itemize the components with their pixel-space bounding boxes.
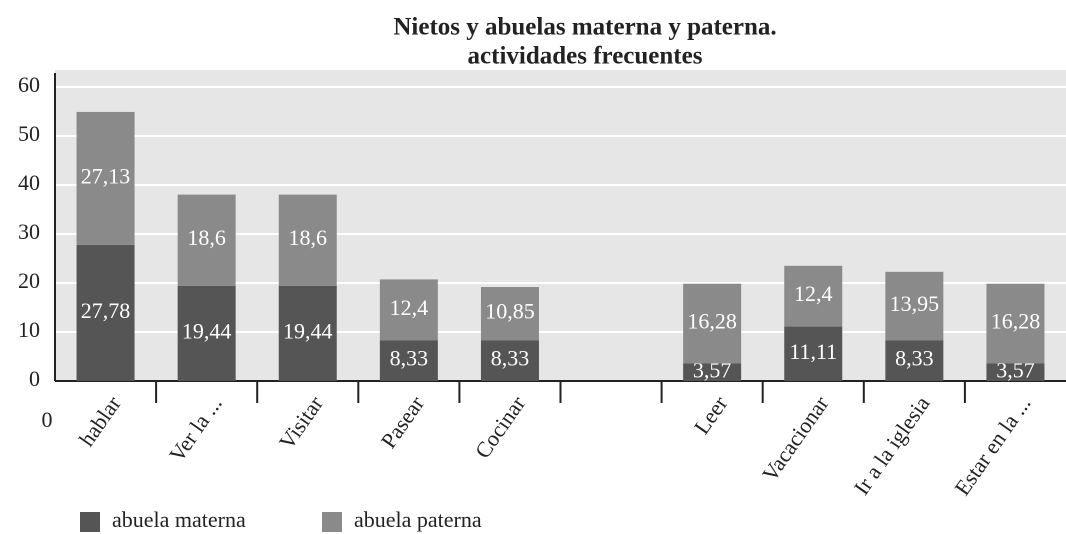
bar-segment bbox=[177, 194, 236, 286]
y-tick-label: 30 bbox=[18, 219, 40, 244]
bar-segment bbox=[76, 111, 135, 245]
bar-segment bbox=[480, 340, 539, 381]
y-tick-label: 0 bbox=[29, 366, 40, 391]
legend-swatch bbox=[322, 512, 342, 532]
value-label: 18,6 bbox=[187, 225, 226, 250]
chart-title: actividades frecuentes bbox=[468, 43, 703, 70]
x-tick-label: Estar en la ... bbox=[949, 391, 1035, 499]
y-tick-label: 60 bbox=[18, 72, 40, 97]
y-tick-label: 10 bbox=[18, 317, 40, 342]
value-label: 16,28 bbox=[687, 309, 737, 334]
bar-segment bbox=[278, 285, 337, 381]
bar-segment bbox=[986, 283, 1045, 364]
bar-segment bbox=[379, 340, 438, 381]
value-label: 8,33 bbox=[491, 346, 530, 371]
value-label: 13,95 bbox=[890, 291, 940, 316]
value-label: 12,4 bbox=[390, 295, 429, 320]
bar-segment bbox=[784, 265, 843, 327]
bar-segment bbox=[76, 244, 135, 381]
value-label: 12,4 bbox=[794, 281, 833, 306]
y-tick-label: 40 bbox=[18, 170, 40, 195]
legend-label: abuela materna bbox=[112, 507, 246, 532]
bar-segment bbox=[177, 285, 236, 381]
bar-segment bbox=[986, 363, 1045, 381]
y-tick-label: 50 bbox=[18, 121, 40, 146]
x-tick-label: Ver la ... bbox=[164, 391, 227, 466]
bar-segment bbox=[480, 287, 539, 341]
bar-segment bbox=[379, 279, 438, 341]
value-label: 19,44 bbox=[182, 318, 232, 343]
value-label: 27,13 bbox=[81, 163, 131, 188]
legend-label: abuela paterna bbox=[354, 507, 482, 532]
bar-segment bbox=[885, 340, 944, 381]
bar-segment bbox=[683, 363, 742, 381]
x-tick-label: Cocinar bbox=[470, 391, 531, 463]
legend-swatch bbox=[80, 512, 100, 532]
y-tick-label: 20 bbox=[18, 268, 40, 293]
corner-label: 0 bbox=[42, 407, 53, 432]
x-tick-label: Vacacionar bbox=[757, 391, 834, 486]
bar-segment bbox=[885, 271, 944, 341]
value-label: 27,78 bbox=[81, 298, 131, 323]
value-label: 11,11 bbox=[789, 339, 837, 364]
value-label: 16,28 bbox=[991, 309, 1041, 334]
value-label: 18,6 bbox=[289, 225, 328, 250]
x-tick-label: hablar bbox=[74, 391, 126, 451]
bar-segment bbox=[278, 194, 337, 286]
value-label: 8,33 bbox=[895, 346, 934, 371]
value-label: 8,33 bbox=[390, 346, 429, 371]
bar-segment bbox=[784, 326, 843, 381]
x-tick-label: Visitar bbox=[274, 391, 328, 454]
value-label: 10,85 bbox=[485, 299, 535, 324]
chart-title: Nietos y abuelas materna y paterna. bbox=[393, 14, 776, 41]
bar-segment bbox=[683, 283, 742, 364]
x-tick-label: Ir a la iglesia bbox=[849, 391, 935, 499]
x-tick-label: Pasear bbox=[376, 391, 430, 453]
x-tick-label: Leer bbox=[689, 391, 733, 439]
value-label: 19,44 bbox=[283, 318, 333, 343]
